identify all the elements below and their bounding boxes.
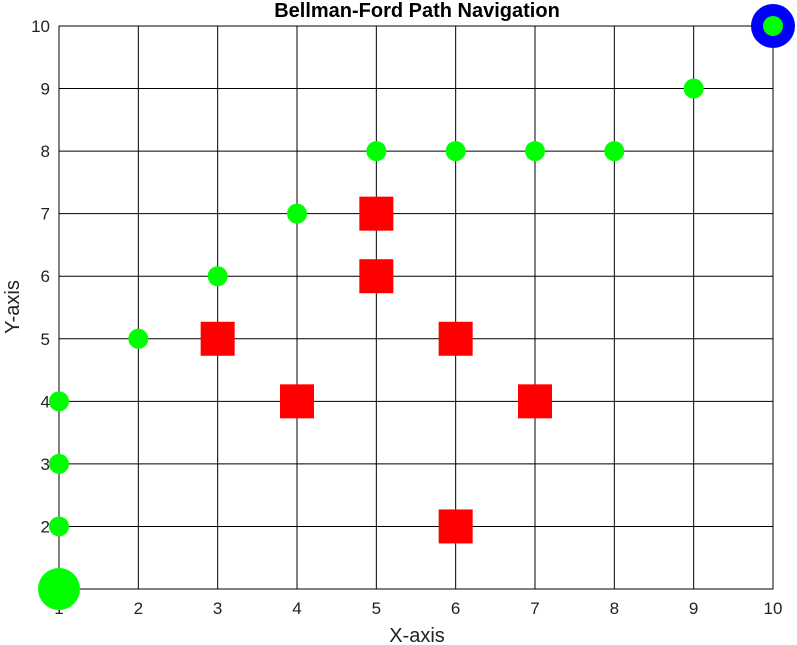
x-tick-label-2: 2 bbox=[134, 599, 143, 618]
path-point-3 bbox=[49, 391, 69, 412]
x-tick-label-4: 4 bbox=[292, 599, 301, 618]
goal-marker-center bbox=[763, 16, 783, 36]
plot-area bbox=[59, 26, 773, 589]
y-tick-label-9: 9 bbox=[41, 80, 50, 99]
x-tick-label-10: 10 bbox=[764, 599, 783, 618]
path-point-5 bbox=[207, 266, 228, 287]
obstacle-marker-6 bbox=[518, 384, 552, 419]
y-tick-label-10: 10 bbox=[31, 17, 50, 36]
x-tick-label-8: 8 bbox=[610, 599, 619, 618]
y-tick-label-2: 2 bbox=[41, 517, 50, 536]
x-tick-label-6: 6 bbox=[451, 599, 460, 618]
path-point-6 bbox=[287, 203, 307, 224]
obstacle-markers bbox=[200, 196, 552, 544]
chart-title: Bellman-Ford Path Navigation bbox=[274, 0, 560, 22]
path-point-10 bbox=[604, 141, 625, 162]
path-markers bbox=[49, 78, 704, 537]
endpoint-markers bbox=[38, 4, 795, 610]
y-axis-label: Y-axis bbox=[2, 280, 24, 334]
obstacle-marker-1 bbox=[359, 196, 394, 231]
x-tick-labels: 12345678910 bbox=[54, 599, 782, 618]
y-tick-labels: 12345678910 bbox=[31, 17, 50, 599]
path-point-4 bbox=[128, 328, 149, 349]
path-point-9 bbox=[525, 141, 545, 162]
x-tick-label-5: 5 bbox=[372, 599, 381, 618]
path-point-2 bbox=[49, 453, 69, 474]
start-marker bbox=[38, 568, 80, 610]
path-point-8 bbox=[445, 141, 466, 162]
obstacle-marker-7 bbox=[438, 509, 473, 544]
x-tick-label-9: 9 bbox=[689, 599, 698, 618]
path-point-7 bbox=[366, 141, 387, 162]
x-axis-label: X-axis bbox=[389, 625, 445, 645]
obstacle-marker-5 bbox=[280, 384, 314, 419]
grid-lines bbox=[58, 25, 774, 590]
y-tick-label-4: 4 bbox=[41, 392, 50, 411]
y-tick-label-6: 6 bbox=[41, 267, 50, 286]
x-tick-label-7: 7 bbox=[530, 599, 539, 618]
obstacle-marker-4 bbox=[438, 321, 473, 356]
y-tick-label-7: 7 bbox=[41, 205, 50, 224]
y-tick-label-5: 5 bbox=[41, 330, 50, 349]
path-point-1 bbox=[49, 516, 69, 537]
y-tick-label-8: 8 bbox=[41, 142, 50, 161]
y-tick-label-3: 3 bbox=[41, 455, 50, 474]
obstacle-marker-2 bbox=[359, 259, 394, 294]
plot-frame bbox=[58, 25, 774, 590]
x-tick-label-3: 3 bbox=[213, 599, 222, 618]
path-point-11 bbox=[683, 78, 704, 99]
obstacle-marker-3 bbox=[200, 321, 235, 356]
